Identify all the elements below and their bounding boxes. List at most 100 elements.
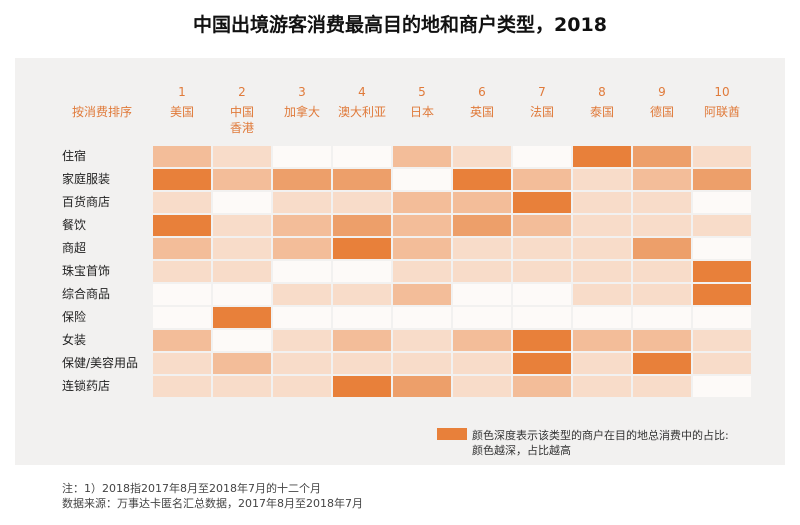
- heat-cell: [273, 238, 331, 259]
- heat-cell: [333, 307, 391, 328]
- note: 注：1）2018指2017年8月至2018年7月的十二个月: [62, 482, 321, 495]
- heat-cell: [513, 330, 571, 351]
- heat-cell: [213, 307, 271, 328]
- heat-cell: [453, 238, 511, 259]
- heat-cell: [573, 146, 631, 167]
- heat-cell: [573, 261, 631, 282]
- heat-cell: [453, 146, 511, 167]
- heat-cell: [453, 169, 511, 190]
- row-label: 保健/美容用品: [62, 356, 139, 370]
- heat-cell: [333, 215, 391, 236]
- heat-cell: [213, 284, 271, 305]
- heat-cell: [693, 215, 751, 236]
- heat-cell: [513, 284, 571, 305]
- heat-cell: [513, 169, 571, 190]
- row-label: 女装: [62, 333, 87, 347]
- heat-cell: [273, 169, 331, 190]
- row-label: 珠宝首饰: [62, 264, 111, 278]
- note: 数据来源：万事达卡匿名汇总数据，2017年8月至2018年7月: [62, 497, 363, 510]
- heat-cell: [153, 284, 211, 305]
- column-label: 法国: [529, 105, 554, 119]
- heat-cell: [693, 376, 751, 397]
- heat-cell: [273, 353, 331, 374]
- heat-cell: [513, 192, 571, 213]
- legend-text: 颜色深度表示该类型的商户在目的地总消费中的占比:: [472, 429, 729, 442]
- heat-cell: [693, 353, 751, 374]
- column-label: 德国: [649, 105, 674, 119]
- heat-cell: [513, 307, 571, 328]
- heat-cell: [573, 238, 631, 259]
- heat-cell: [153, 215, 211, 236]
- heat-cell: [453, 192, 511, 213]
- heat-cell: [213, 146, 271, 167]
- column-label: 澳大利亚: [337, 105, 386, 119]
- heat-cell: [573, 376, 631, 397]
- rank-number: 7: [538, 85, 546, 99]
- heat-cell: [633, 284, 691, 305]
- heat-cell: [393, 169, 451, 190]
- heat-cell: [273, 376, 331, 397]
- heat-cell: [273, 192, 331, 213]
- heat-cell: [213, 330, 271, 351]
- row-label: 百货商店: [62, 195, 111, 209]
- rank-number: 3: [298, 85, 306, 99]
- heat-cell: [153, 169, 211, 190]
- row-label: 家庭服装: [62, 172, 111, 186]
- heat-cell: [393, 261, 451, 282]
- column-label: 加拿大: [283, 105, 320, 119]
- column-label: 英国: [469, 105, 494, 119]
- heat-cell: [333, 376, 391, 397]
- heat-cell: [573, 192, 631, 213]
- heat-cell: [333, 238, 391, 259]
- heat-cell: [393, 376, 451, 397]
- heat-cell: [633, 376, 691, 397]
- heat-cell: [633, 261, 691, 282]
- heat-cell: [453, 307, 511, 328]
- rank-number: 10: [714, 85, 730, 99]
- heat-cell: [333, 169, 391, 190]
- heat-cell: [273, 215, 331, 236]
- heat-cell: [213, 169, 271, 190]
- heat-cell: [453, 261, 511, 282]
- column-label: 中国 香港: [229, 105, 254, 135]
- heat-cell: [273, 330, 331, 351]
- legend-text: 颜色越深，占比越高: [472, 444, 571, 457]
- rank-number: 6: [478, 85, 486, 99]
- heat-cell: [693, 169, 751, 190]
- heat-cell: [393, 353, 451, 374]
- rank-number: 2: [238, 85, 246, 99]
- heat-cell: [453, 376, 511, 397]
- heat-cell: [333, 353, 391, 374]
- heat-cell: [693, 330, 751, 351]
- rank-number: 4: [358, 85, 366, 99]
- heat-cell: [693, 261, 751, 282]
- heat-cell: [153, 261, 211, 282]
- row-label: 保险: [62, 310, 87, 324]
- heat-cell: [213, 376, 271, 397]
- heat-cell: [633, 215, 691, 236]
- heat-cell: [693, 192, 751, 213]
- heat-cell: [393, 238, 451, 259]
- heat-cell: [153, 376, 211, 397]
- heat-cell: [153, 192, 211, 213]
- chart-title: 中国出境游客消费最高目的地和商户类型，2018: [193, 14, 607, 36]
- heat-cell: [273, 307, 331, 328]
- column-label: 泰国: [589, 105, 614, 119]
- row-label: 餐饮: [62, 218, 87, 232]
- heat-cell: [213, 353, 271, 374]
- column-label: 美国: [169, 105, 194, 119]
- heat-cell: [393, 330, 451, 351]
- heat-cell: [633, 192, 691, 213]
- row-label: 综合商品: [62, 287, 111, 301]
- heat-cell: [693, 307, 751, 328]
- heat-cell: [693, 146, 751, 167]
- heat-cell: [453, 353, 511, 374]
- row-label: 商超: [62, 241, 87, 255]
- heat-cell: [153, 146, 211, 167]
- heat-cell: [333, 330, 391, 351]
- heat-cell: [213, 192, 271, 213]
- heat-cell: [333, 192, 391, 213]
- heat-cell: [633, 169, 691, 190]
- heat-cell: [573, 169, 631, 190]
- heat-cell: [273, 284, 331, 305]
